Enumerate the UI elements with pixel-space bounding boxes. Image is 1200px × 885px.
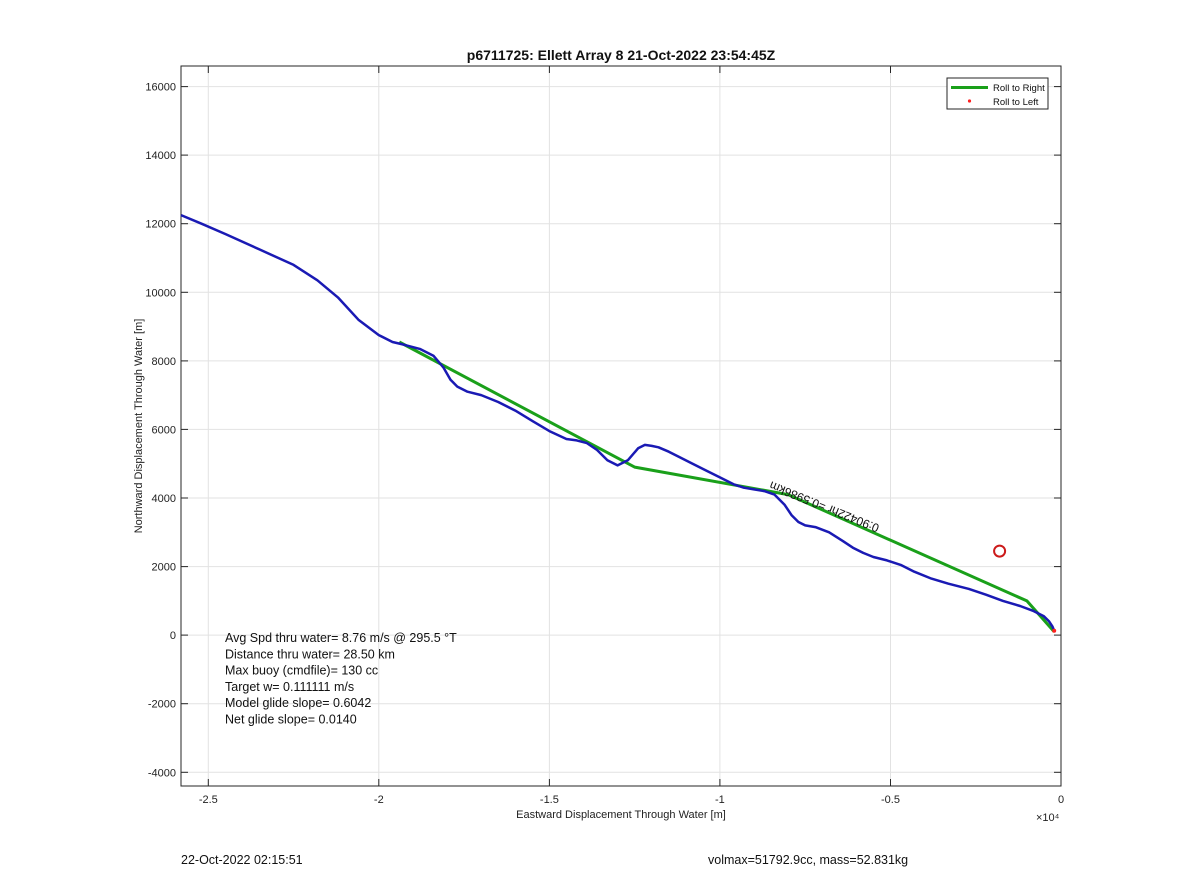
y-axis-label: Northward Displacement Through Water [m] (133, 319, 145, 534)
legend-box (946, 77, 1049, 110)
x-tick-label: 0 (1058, 794, 1064, 806)
y-tick-label: 4000 (152, 493, 176, 505)
chart-title: p6711725: Ellett Array 8 21-Oct-2022 23:… (467, 47, 776, 63)
x-tick-label: -2 (374, 794, 384, 806)
y-tick-label: 8000 (152, 356, 176, 368)
rotated-distance-label: 0:90422hr =0.5986km (767, 478, 881, 535)
x-tick-label: -0.5 (881, 794, 900, 806)
y-tick-label: 12000 (145, 219, 176, 231)
stats-annotation-line: Net glide slope= 0.0140 (225, 713, 357, 727)
stats-annotation-line: Distance thru water= 28.50 km (225, 647, 395, 661)
stats-annotation-line: Model glide slope= 0.6042 (225, 696, 371, 710)
axis-ticks: -2.5 -2 -1.5 -1 -0.5 0 -4000 -2000 0 2000 4000 6000… (145, 66, 1064, 806)
y-tick-label: 16000 (145, 82, 176, 94)
current-marker-circle (993, 544, 1007, 558)
stats-annotation-line: Max buoy (cmdfile)= 130 cc (225, 664, 378, 678)
y-tick-label: 14000 (145, 150, 176, 162)
x-tick-label: -1 (715, 794, 725, 806)
footer-timestamp: 22-Oct-2022 02:15:51 (181, 853, 303, 867)
x-axis-label: Eastward Displacement Through Water [m] (516, 809, 726, 821)
y-tick-label: -2000 (148, 699, 176, 711)
trajectory-line (180, 213, 1056, 632)
x-tick-label: -2.5 (199, 794, 218, 806)
x-tick-label: -1.5 (540, 794, 559, 806)
roll-to-left-point (1052, 628, 1057, 633)
legend-roll-left-label: Roll to Left (993, 97, 1039, 108)
footer-volmax-mass: volmax=51792.9cc, mass=52.831kg (708, 853, 909, 867)
y-tick-label: -4000 (148, 767, 176, 779)
y-tick-label: 0 (170, 630, 176, 642)
annotation-layer: 0:90422hr =0.5986km Avg Spd thru water= 8… (225, 478, 1007, 727)
x-exponent-label: ×10⁴ (1036, 812, 1060, 824)
series-layer (180, 213, 1057, 633)
y-tick-label: 10000 (145, 287, 176, 299)
roll-to-right-line (398, 340, 1056, 633)
plot-area (180, 65, 1062, 787)
legend-roll-right-label: Roll to Right (993, 83, 1045, 94)
legend-roll-left-swatch (967, 99, 972, 103)
y-tick-label: 2000 (152, 562, 176, 574)
legend: Roll to Right Roll to Left (946, 77, 1049, 110)
stats-annotation-line: Avg Spd thru water= 8.76 m/s @ 295.5 °T (225, 631, 457, 645)
y-tick-label: 6000 (152, 424, 176, 436)
grid-lines (181, 66, 1062, 786)
stats-annotation-line: Target w= 0.111111 m/s (225, 680, 354, 694)
